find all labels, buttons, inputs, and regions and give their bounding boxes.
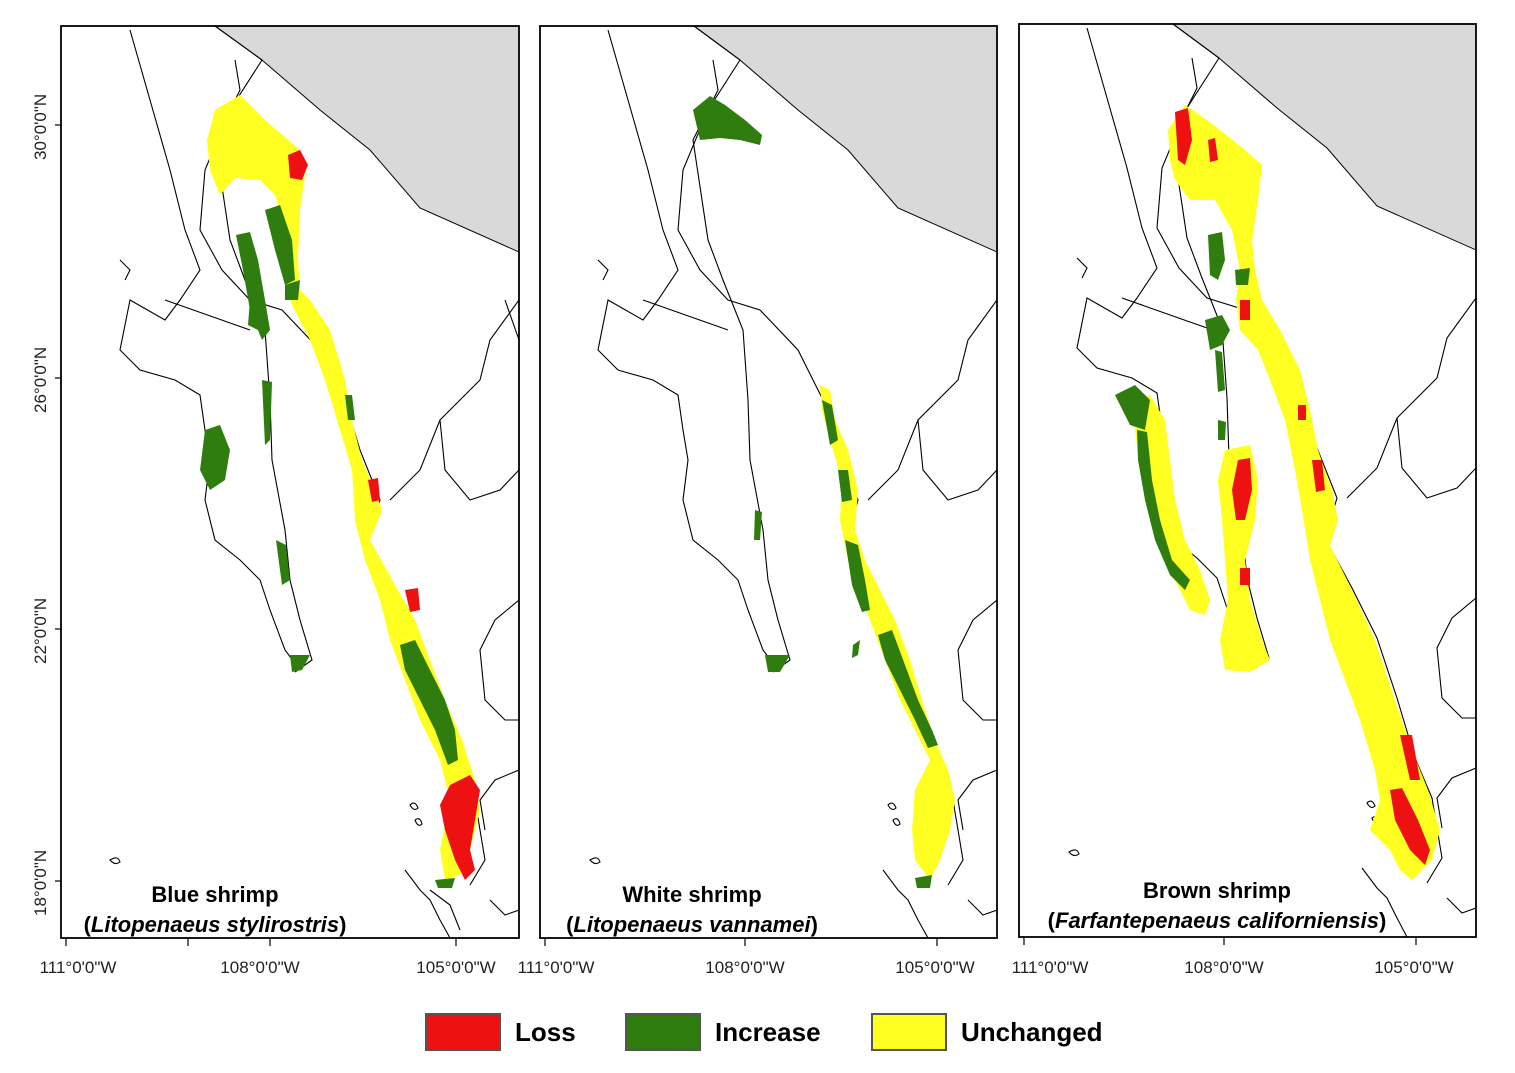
x-axis: 111°0'0"W 108°0'0"W 105°0'0"W — [518, 938, 975, 977]
legend-label: Unchanged — [961, 1016, 1103, 1047]
y-tick-label: 18°0'0"N — [31, 850, 50, 916]
x-tick-label: 108°0'0"W — [1184, 958, 1263, 977]
land-area — [214, 26, 519, 253]
unchanged-area — [1168, 105, 1440, 880]
panel-common-name: Blue shrimp — [151, 882, 278, 907]
scientific-name-text: Litopenaeus vannamei — [573, 912, 811, 937]
map-panel-white: White shrimp (Litopenaeus vannamei) 111°… — [518, 25, 998, 977]
unchanged-area — [207, 95, 480, 880]
x-tick-label: 105°0'0"W — [416, 958, 495, 977]
unchanged-swatch — [871, 1013, 947, 1051]
legend-label: Increase — [715, 1016, 821, 1047]
y-tick-label: 22°0'0"N — [31, 598, 50, 664]
unchanged-area — [1135, 395, 1210, 615]
map-panel-blue: Blue shrimp (Litopenaeus stylirostris) 1… — [40, 25, 520, 977]
x-tick-label: 111°0'0"W — [1012, 958, 1089, 977]
panel-frame — [60, 25, 520, 939]
distribution-layer — [200, 95, 480, 888]
increase-area — [200, 205, 458, 888]
distribution-layer — [693, 96, 955, 888]
x-axis: 111°0'0"W 108°0'0"W 105°0'0"W — [40, 938, 496, 977]
x-tick-label: 111°0'0"W — [518, 958, 595, 977]
legend-item-increase: Increase — [625, 1012, 821, 1052]
land-area — [1172, 24, 1476, 251]
land-area — [693, 26, 997, 253]
increase-swatch — [625, 1013, 701, 1051]
increase-area — [1115, 232, 1250, 590]
increase-area — [693, 96, 938, 888]
scientific-name-text: Litopenaeus stylirostris — [91, 912, 339, 937]
panel-frame — [1018, 23, 1477, 938]
scientific-name-text: Farfantepenaeus californiensis — [1055, 908, 1379, 933]
x-tick-label: 105°0'0"W — [1374, 958, 1453, 977]
x-tick-label: 108°0'0"W — [705, 958, 784, 977]
loss-area — [288, 150, 480, 880]
legend-label: Loss — [515, 1016, 576, 1047]
x-tick-label: 108°0'0"W — [220, 958, 299, 977]
panel-scientific-name: (Litopenaeus vannamei) — [566, 912, 818, 937]
panel-common-name: White shrimp — [622, 882, 761, 907]
x-tick-label: 105°0'0"W — [895, 958, 974, 977]
legend-item-unchanged: Unchanged — [871, 1012, 1103, 1052]
legend-item-loss: Loss — [425, 1012, 576, 1052]
x-axis: 111°0'0"W 108°0'0"W 105°0'0"W — [1012, 937, 1454, 977]
y-tick-label: 26°0'0"N — [31, 347, 50, 413]
x-tick-label: 111°0'0"W — [40, 958, 117, 977]
panel-scientific-name: (Farfantepenaeus californiensis) — [1048, 908, 1387, 933]
panel-common-name: Brown shrimp — [1143, 878, 1291, 903]
panel-scientific-name: (Litopenaeus stylirostris) — [84, 912, 347, 937]
y-ticks — [55, 124, 61, 882]
loss-swatch — [425, 1013, 501, 1051]
unchanged-area — [1218, 445, 1270, 672]
distribution-layer — [1115, 105, 1440, 880]
map-panel-brown: Brown shrimp (Farfantepenaeus californie… — [1012, 23, 1477, 977]
y-axis: 30°0'0"N 26°0'0"N 22°0'0"N 18°0'0"N — [31, 94, 50, 916]
loss-area — [1175, 108, 1430, 865]
panel-frame — [539, 25, 998, 939]
y-tick-label: 30°0'0"N — [31, 94, 50, 160]
